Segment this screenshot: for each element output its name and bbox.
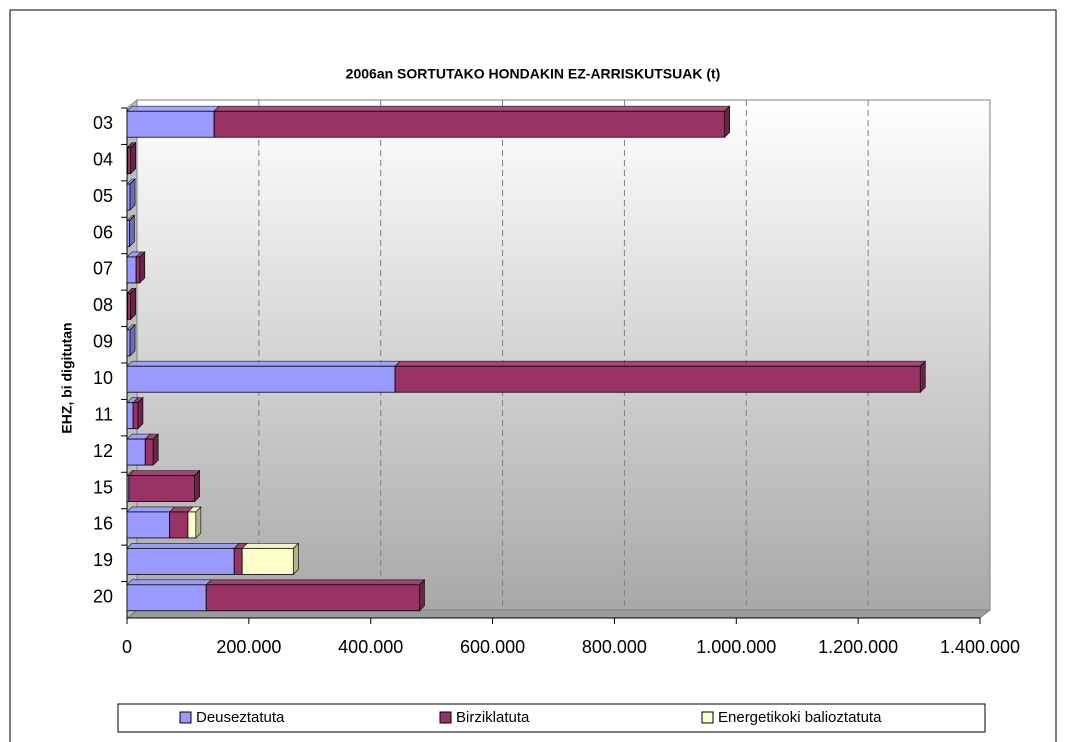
- bar: [213, 110, 726, 138]
- bar-top: [394, 360, 927, 367]
- x-tick-label: 600.000: [460, 637, 525, 657]
- y-tick-label: 16: [93, 514, 113, 534]
- bar: [128, 475, 196, 502]
- side-wall: [126, 98, 138, 620]
- bar-top: [130, 142, 136, 148]
- bar: [126, 220, 130, 247]
- bar-top: [194, 470, 200, 476]
- x-tick-label: 800.000: [582, 637, 647, 657]
- bar: [126, 329, 131, 357]
- bar-top: [130, 288, 136, 294]
- bar-side: [293, 542, 299, 576]
- y-tick-label: 11: [94, 404, 113, 424]
- bar-top: [724, 106, 730, 112]
- legend: [117, 703, 986, 733]
- bar-top: [126, 105, 220, 112]
- back-wall: [136, 99, 991, 611]
- bar: [127, 292, 132, 320]
- bar-top: [241, 543, 300, 549]
- bar: [126, 183, 131, 211]
- bar: [126, 511, 171, 539]
- bar: [187, 511, 197, 539]
- x-tick-label: 200.000: [216, 637, 281, 657]
- y-tick-label: 03: [93, 113, 113, 133]
- bar: [132, 402, 139, 430]
- bar: [126, 584, 207, 612]
- bar: [233, 547, 243, 575]
- bar: [126, 547, 235, 575]
- y-tick-label: 08: [93, 295, 113, 315]
- bar-top: [126, 543, 240, 549]
- bar: [394, 365, 921, 393]
- bar-top: [139, 251, 146, 258]
- bar: [126, 365, 396, 393]
- floor: [125, 609, 992, 619]
- bar: [241, 547, 294, 575]
- chart-title: 2006an SORTUTAKO HONDAKIN EZ-ARRISKUTSUA…: [346, 66, 721, 82]
- bar: [205, 584, 420, 612]
- x-tick-label: 1.200.000: [818, 637, 898, 657]
- bar-top: [126, 506, 176, 513]
- bar: [169, 511, 189, 539]
- bar-top: [137, 397, 144, 403]
- y-tick-label: 06: [93, 222, 113, 242]
- y-tick-label: 04: [93, 149, 113, 169]
- bar: [126, 110, 215, 138]
- bar-top: [129, 178, 136, 185]
- x-tick-label: 400.000: [338, 637, 403, 657]
- bar-top: [213, 105, 731, 112]
- y-axis-label: EHZ, bi digitutan: [59, 322, 75, 433]
- x-tick-label: 1.000.000: [696, 637, 776, 657]
- bar-top: [152, 433, 159, 440]
- bar: [135, 256, 141, 284]
- bar-top: [126, 360, 401, 367]
- bar-top: [920, 361, 926, 367]
- bar: [126, 256, 137, 284]
- legend-label: Energetikoki balioztatuta: [718, 709, 882, 726]
- y-tick-label: 12: [93, 441, 113, 461]
- legend-swatch: [179, 711, 192, 724]
- bar: [144, 438, 154, 466]
- bar-top: [129, 324, 136, 330]
- y-tick-label: 05: [93, 186, 113, 206]
- legend-swatch: [701, 711, 714, 724]
- bar-top: [205, 579, 426, 586]
- y-tick-label: 07: [93, 259, 113, 279]
- y-tick-label: 20: [93, 587, 113, 607]
- y-tick-label: 10: [93, 368, 113, 388]
- x-tick-label: 0: [122, 637, 132, 657]
- bar-side: [195, 506, 202, 539]
- legend-label: Deuseztatuta: [196, 709, 285, 726]
- bar-top: [128, 470, 201, 476]
- bar-top: [419, 579, 425, 585]
- bar: [127, 147, 132, 175]
- legend-swatch: [439, 711, 452, 724]
- y-tick-label: 09: [93, 332, 113, 352]
- bar-top: [126, 579, 212, 586]
- bar: [126, 402, 134, 430]
- y-tick-label: 15: [93, 477, 113, 497]
- bar: [126, 438, 146, 466]
- legend-label: Birziklatuta: [456, 709, 530, 726]
- x-tick-label: 1.400.000: [940, 637, 1020, 657]
- y-tick-label: 19: [93, 550, 113, 570]
- bar-top: [129, 215, 135, 221]
